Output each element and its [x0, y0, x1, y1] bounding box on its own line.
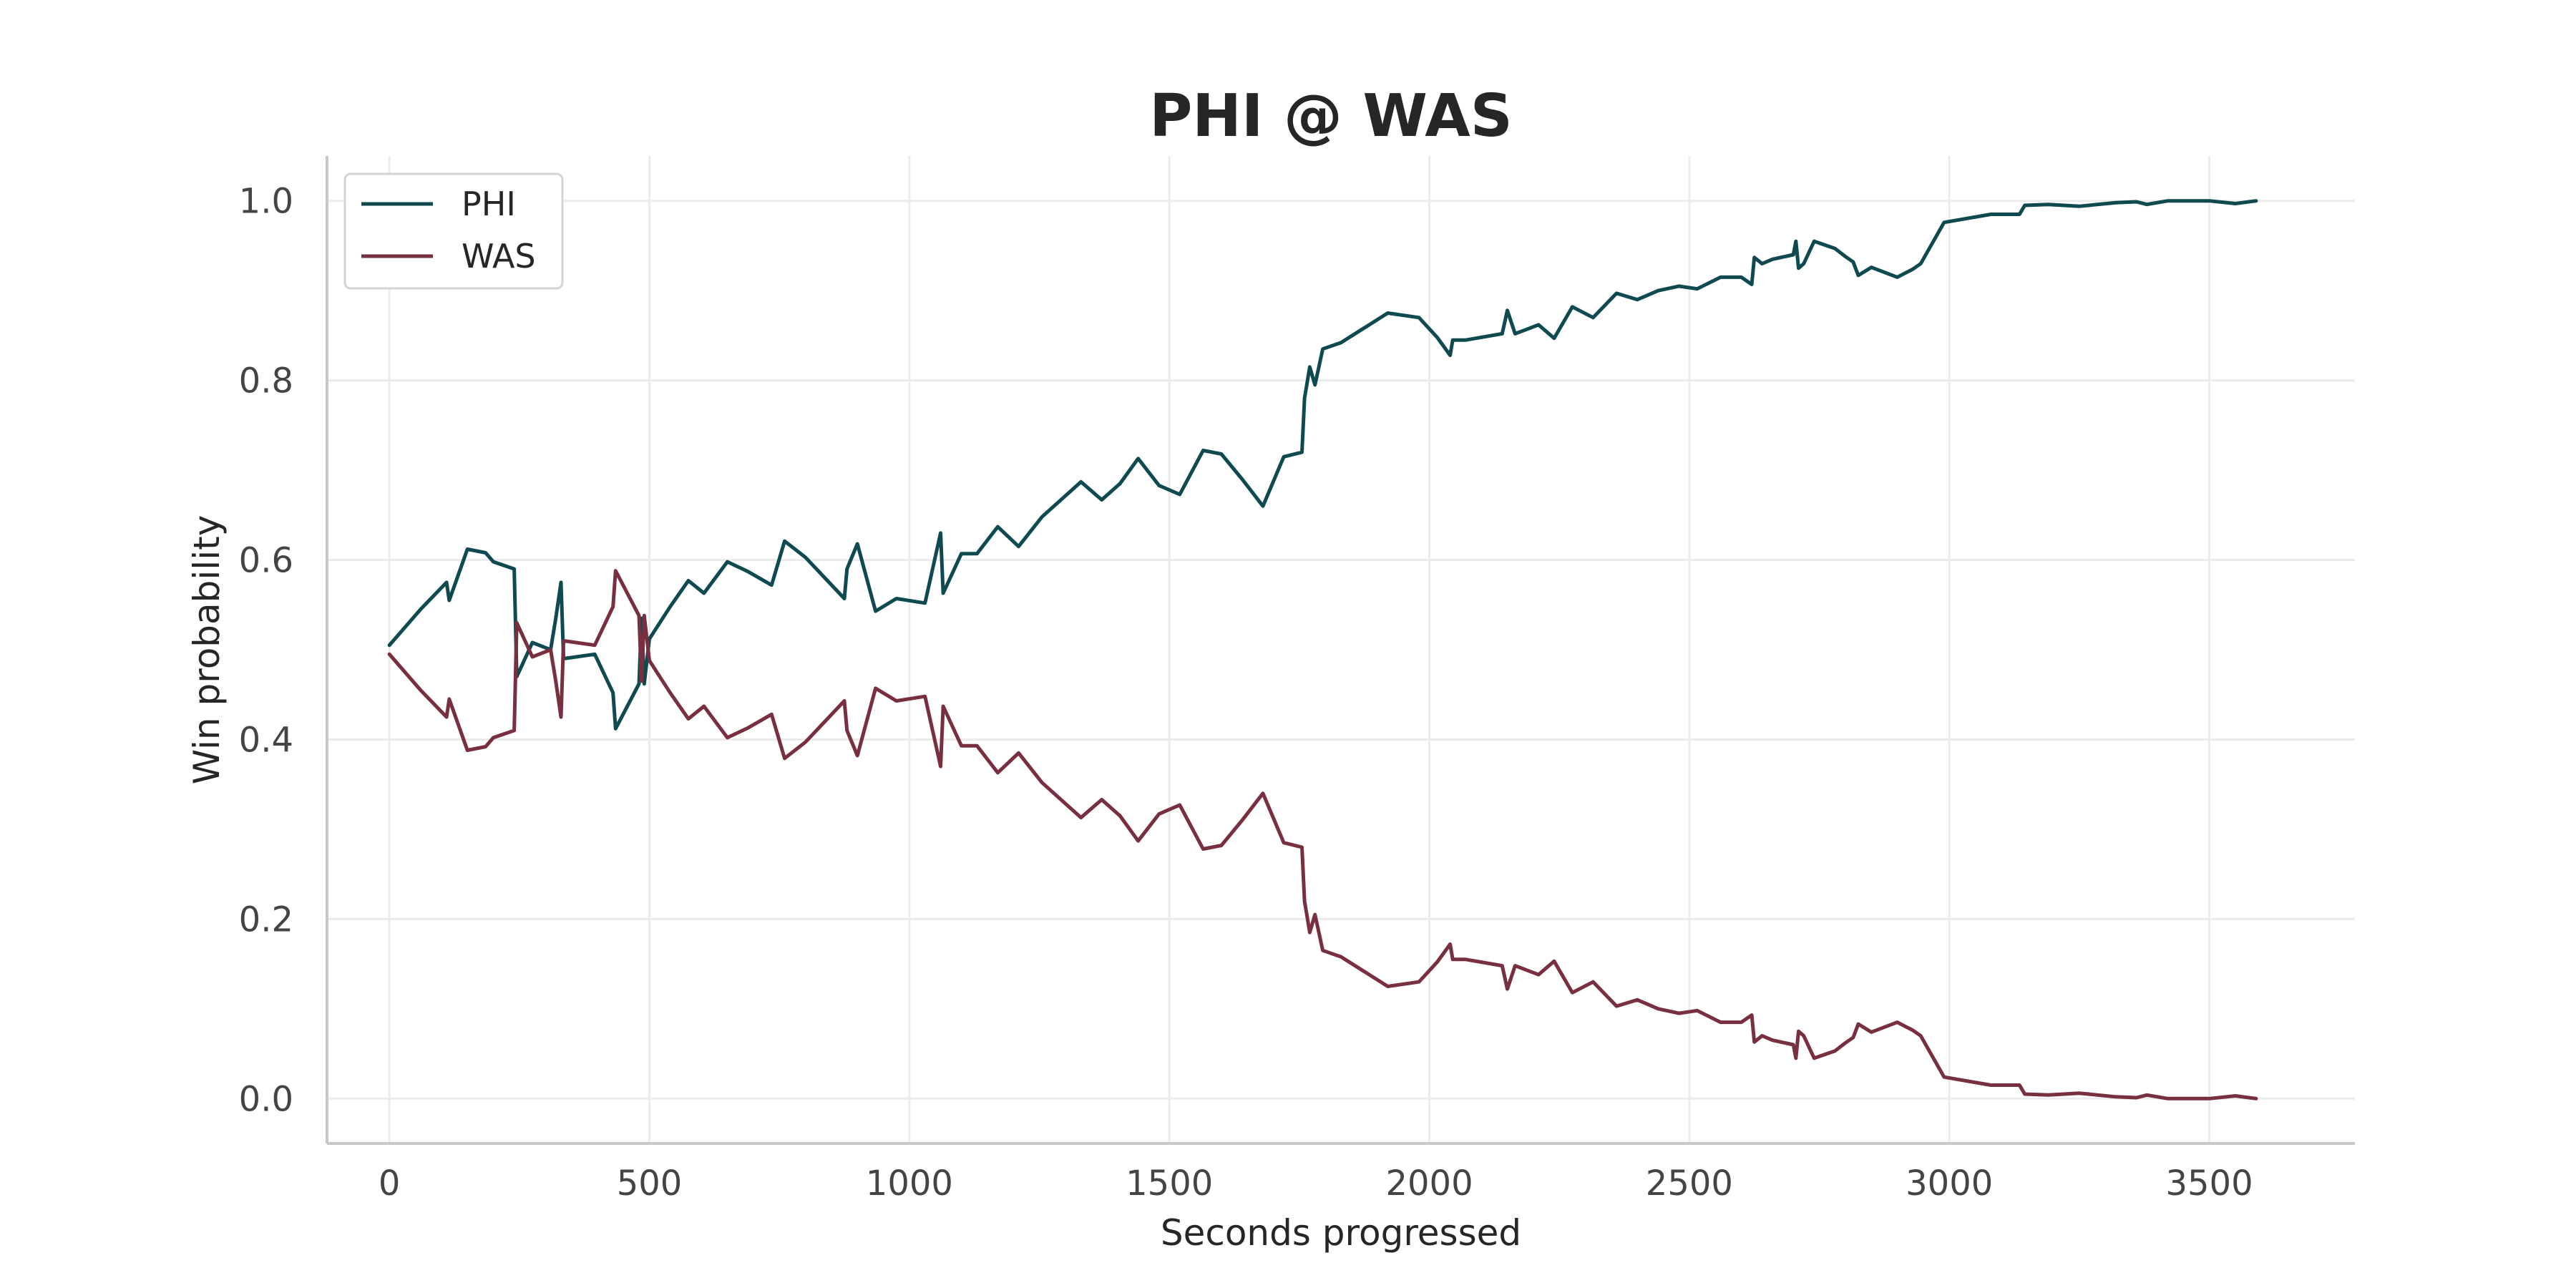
- x-tick-label: 3000: [1906, 1163, 1993, 1204]
- series-line-was: [387, 569, 2258, 1101]
- x-tick-label: 2000: [1385, 1163, 1473, 1204]
- y-tick-label: 1.0: [239, 182, 293, 222]
- x-tick-label: 1000: [866, 1163, 953, 1204]
- legend-label-phi: PHI: [462, 185, 516, 223]
- y-tick-label: 0.6: [239, 541, 293, 581]
- grid-layer: [327, 156, 2355, 1143]
- x-tick-label: 500: [617, 1163, 683, 1204]
- series-line-phi: [387, 199, 2258, 731]
- y-tick-labels: 0.0 0.2 0.4 0.6 0.8 1.0: [239, 182, 293, 1120]
- legend-label-was: WAS: [462, 237, 536, 275]
- legend: PHI WAS: [343, 172, 564, 290]
- x-tick-label: 3500: [2165, 1163, 2253, 1204]
- y-tick-label: 0.0: [239, 1079, 293, 1119]
- x-tick-label: 0: [379, 1163, 401, 1204]
- x-tick-label: 1500: [1126, 1163, 1213, 1204]
- series-layer: [387, 199, 2258, 1101]
- x-tick-labels: 0 500 1000 1500 2000 2500 3000 3500: [379, 1163, 2253, 1204]
- y-tick-label: 0.4: [239, 720, 293, 760]
- axis-layer: [326, 156, 2355, 1145]
- x-axis-label: Seconds progressed: [1161, 1212, 1521, 1254]
- y-axis-label: Win probability: [186, 515, 228, 785]
- y-tick-label: 0.8: [239, 361, 293, 401]
- y-tick-label: 0.2: [239, 899, 293, 940]
- chart-title: PHI @ WAS: [1149, 82, 1513, 150]
- x-tick-label: 2500: [1646, 1163, 1733, 1204]
